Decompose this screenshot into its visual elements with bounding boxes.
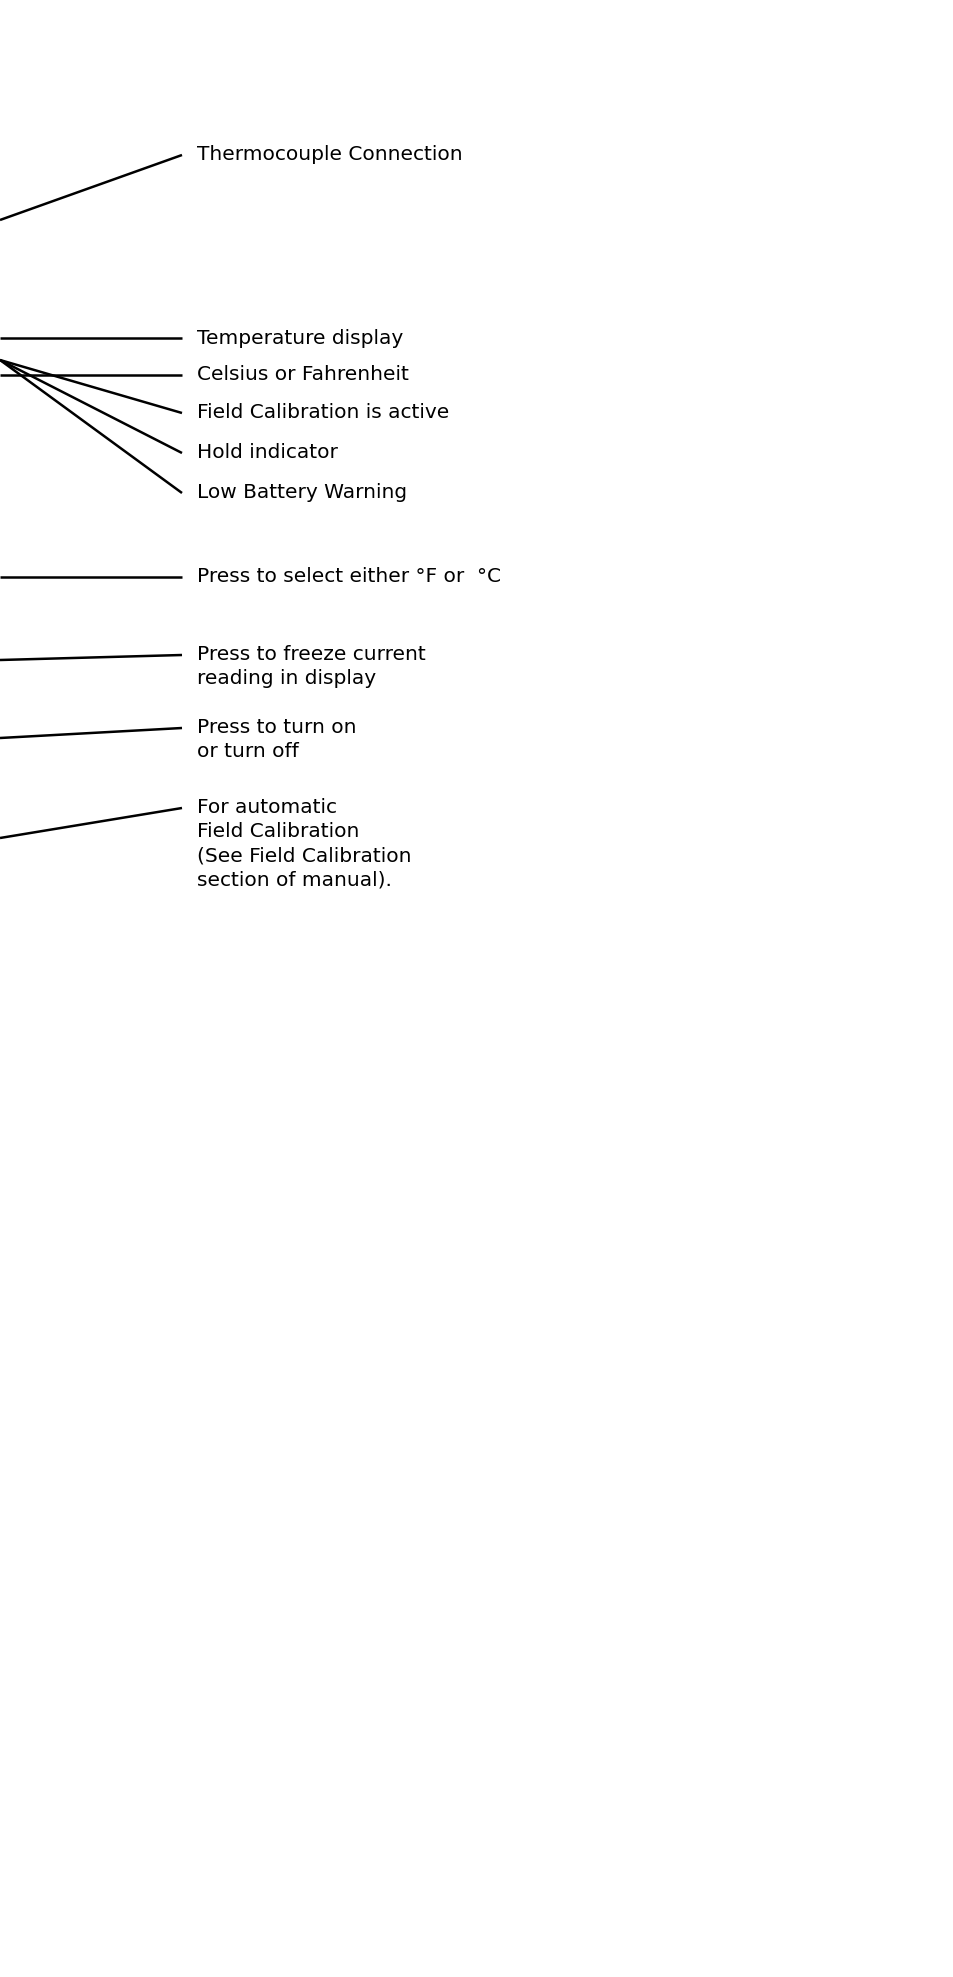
Text: Hold indicator: Hold indicator <box>196 443 337 463</box>
Text: Thermocouple Connection: Thermocouple Connection <box>196 146 462 164</box>
Text: Press to turn on
or turn off: Press to turn on or turn off <box>196 718 356 761</box>
Text: Press to freeze current
reading in display: Press to freeze current reading in displ… <box>196 645 425 688</box>
Text: Field Calibration is active: Field Calibration is active <box>196 403 449 423</box>
Text: Celsius or Fahrenheit: Celsius or Fahrenheit <box>196 366 409 384</box>
Text: Low Battery Warning: Low Battery Warning <box>196 484 407 502</box>
Text: For automatic
Field Calibration
(See Field Calibration
section of manual).: For automatic Field Calibration (See Fie… <box>196 799 411 890</box>
Text: Press to select either °F or  °C: Press to select either °F or °C <box>196 567 500 587</box>
Text: Temperature display: Temperature display <box>196 328 403 348</box>
